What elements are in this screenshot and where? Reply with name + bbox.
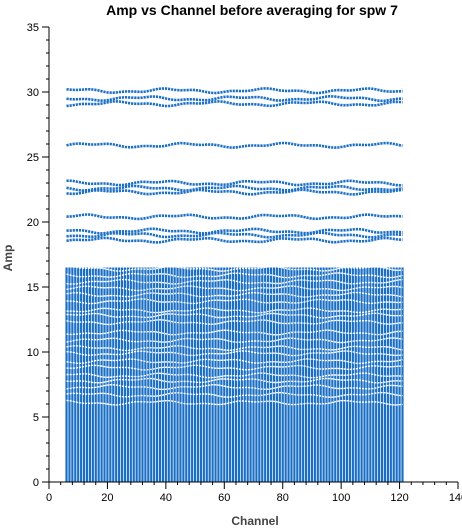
data-series-line (66, 141, 403, 149)
data-series-line (66, 384, 403, 391)
y-tick-label: 35 (27, 22, 39, 34)
data-series-line (66, 231, 403, 239)
data-series-line (66, 364, 403, 371)
data-series-line (66, 227, 403, 235)
y-tick-label: 30 (27, 87, 39, 99)
data-series-line (66, 291, 403, 298)
x-tick-label: 20 (101, 492, 113, 504)
data-series-line (66, 94, 403, 103)
data-series-line (66, 350, 403, 357)
data-series-line (66, 298, 403, 305)
x-tick-label: 80 (277, 492, 289, 504)
y-tick-label: 10 (27, 347, 39, 359)
data-series-line (66, 377, 403, 384)
x-tick-label: 140 (449, 492, 462, 504)
x-tick-label: 100 (332, 492, 350, 504)
data-series-line (66, 372, 403, 379)
x-tick-label: 0 (46, 492, 52, 504)
data-series-line (66, 265, 403, 272)
y-tick-label: 20 (27, 217, 39, 229)
y-tick-label: 25 (27, 152, 39, 164)
data-series-line (66, 358, 403, 365)
data-series-line (66, 399, 403, 406)
data-series-line (66, 319, 403, 326)
data-series-line (66, 278, 403, 285)
data-series-line (66, 184, 403, 192)
data-series-line (66, 337, 403, 344)
x-tick-label: 120 (390, 492, 408, 504)
axes: 0 5 10 15 20 25 30 35 0 20 40 60 80 100 120 140 (27, 22, 462, 504)
data-series-line (66, 236, 403, 244)
x-tick-label: 60 (218, 492, 230, 504)
data-series-line (66, 188, 403, 196)
data-series-line (66, 391, 403, 398)
data-series-line (66, 179, 403, 187)
data-series-line (66, 272, 403, 279)
data-series-line (66, 307, 403, 314)
y-tick-label: 15 (27, 282, 39, 294)
y-axis-label: Amp (1, 245, 15, 272)
data-series-line (66, 345, 403, 352)
plot-area (65, 87, 404, 482)
y-tick-label: 5 (33, 412, 39, 424)
data-series-line (66, 100, 403, 108)
data-series-line (66, 312, 403, 319)
data-series-line (66, 329, 403, 336)
y-tick-label: 0 (33, 477, 39, 489)
x-tick-label: 40 (160, 492, 172, 504)
data-series-line (66, 87, 403, 95)
x-axis-label: Channel (231, 514, 278, 528)
data-series-line (66, 213, 403, 221)
data-series-line (66, 285, 403, 292)
chart-title: Amp vs Channel before averaging for spw … (106, 2, 398, 18)
